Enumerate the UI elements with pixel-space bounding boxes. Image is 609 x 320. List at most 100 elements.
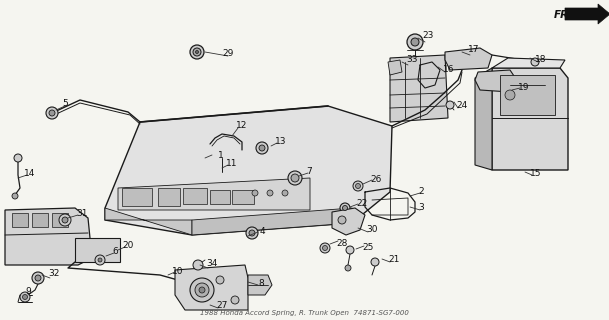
Circle shape (320, 243, 330, 253)
Text: 11: 11 (226, 159, 238, 169)
Polygon shape (248, 275, 272, 295)
Polygon shape (390, 55, 448, 122)
Circle shape (32, 272, 44, 284)
Polygon shape (192, 208, 352, 235)
Text: 9: 9 (25, 287, 30, 297)
Circle shape (193, 48, 201, 56)
Circle shape (190, 278, 214, 302)
Circle shape (353, 181, 363, 191)
Circle shape (193, 260, 203, 270)
Text: 32: 32 (48, 268, 59, 277)
Circle shape (407, 34, 423, 50)
Polygon shape (105, 106, 392, 235)
Text: 22: 22 (356, 198, 367, 207)
Circle shape (346, 246, 354, 254)
Text: 12: 12 (236, 122, 247, 131)
Text: 1: 1 (218, 151, 224, 161)
Text: 25: 25 (362, 244, 373, 252)
Text: 28: 28 (336, 238, 347, 247)
Circle shape (59, 214, 71, 226)
Polygon shape (118, 178, 310, 210)
Text: 30: 30 (366, 226, 378, 235)
Text: 14: 14 (24, 170, 35, 179)
Text: 21: 21 (388, 255, 400, 265)
Circle shape (323, 245, 328, 251)
Bar (210, 190, 230, 204)
Polygon shape (445, 48, 492, 70)
Circle shape (62, 217, 68, 223)
Polygon shape (492, 68, 568, 170)
Circle shape (411, 38, 419, 46)
Bar (122, 188, 152, 206)
Circle shape (505, 90, 515, 100)
Circle shape (20, 292, 30, 302)
Circle shape (356, 183, 361, 188)
Text: 8: 8 (258, 278, 264, 287)
Circle shape (531, 58, 539, 66)
Circle shape (49, 110, 55, 116)
Circle shape (340, 203, 350, 213)
Text: 10: 10 (172, 267, 183, 276)
Circle shape (98, 258, 102, 262)
Circle shape (267, 190, 273, 196)
Polygon shape (5, 208, 92, 265)
Circle shape (95, 255, 105, 265)
Text: 26: 26 (370, 174, 381, 183)
Text: 31: 31 (76, 210, 88, 219)
Text: 1988 Honda Accord Spring, R. Trunk Open  74871-SG7-000: 1988 Honda Accord Spring, R. Trunk Open … (200, 310, 409, 316)
Text: 16: 16 (443, 66, 454, 75)
Polygon shape (388, 60, 402, 75)
Text: 15: 15 (530, 170, 541, 179)
Text: 23: 23 (422, 31, 434, 41)
Circle shape (216, 276, 224, 284)
Polygon shape (475, 70, 518, 92)
Text: 3: 3 (418, 203, 424, 212)
Circle shape (338, 216, 346, 224)
Text: 34: 34 (206, 259, 217, 268)
Polygon shape (475, 68, 492, 170)
Circle shape (291, 174, 299, 182)
Bar (158, 188, 180, 206)
Polygon shape (565, 4, 609, 24)
Circle shape (282, 190, 288, 196)
Text: 2: 2 (418, 188, 424, 196)
Text: 29: 29 (222, 50, 233, 59)
Text: 6: 6 (112, 247, 118, 257)
Polygon shape (175, 265, 248, 310)
Circle shape (199, 287, 205, 293)
Polygon shape (75, 238, 120, 262)
Circle shape (231, 296, 239, 304)
Circle shape (288, 171, 302, 185)
Bar (52, 213, 68, 227)
Bar (12, 213, 28, 227)
Circle shape (342, 205, 348, 211)
Circle shape (249, 230, 255, 236)
Circle shape (446, 101, 454, 109)
Text: 4: 4 (260, 227, 266, 236)
Circle shape (256, 142, 268, 154)
Circle shape (345, 265, 351, 271)
Circle shape (259, 145, 265, 151)
Text: 18: 18 (535, 55, 546, 65)
Text: 24: 24 (456, 100, 467, 109)
Polygon shape (500, 75, 555, 115)
Circle shape (246, 227, 258, 239)
Text: FR.: FR. (554, 10, 574, 20)
Text: 17: 17 (468, 45, 479, 54)
Text: 20: 20 (122, 242, 133, 251)
Circle shape (12, 193, 18, 199)
Circle shape (190, 45, 204, 59)
Text: 5: 5 (62, 100, 68, 108)
Polygon shape (492, 58, 565, 68)
Circle shape (371, 258, 379, 266)
Bar (32, 213, 48, 227)
Circle shape (46, 107, 58, 119)
Text: 27: 27 (216, 301, 227, 310)
Polygon shape (332, 208, 365, 235)
Circle shape (14, 154, 22, 162)
Circle shape (195, 283, 209, 297)
Polygon shape (105, 208, 192, 235)
Text: 13: 13 (275, 138, 286, 147)
Text: 19: 19 (518, 84, 529, 92)
Circle shape (252, 190, 258, 196)
